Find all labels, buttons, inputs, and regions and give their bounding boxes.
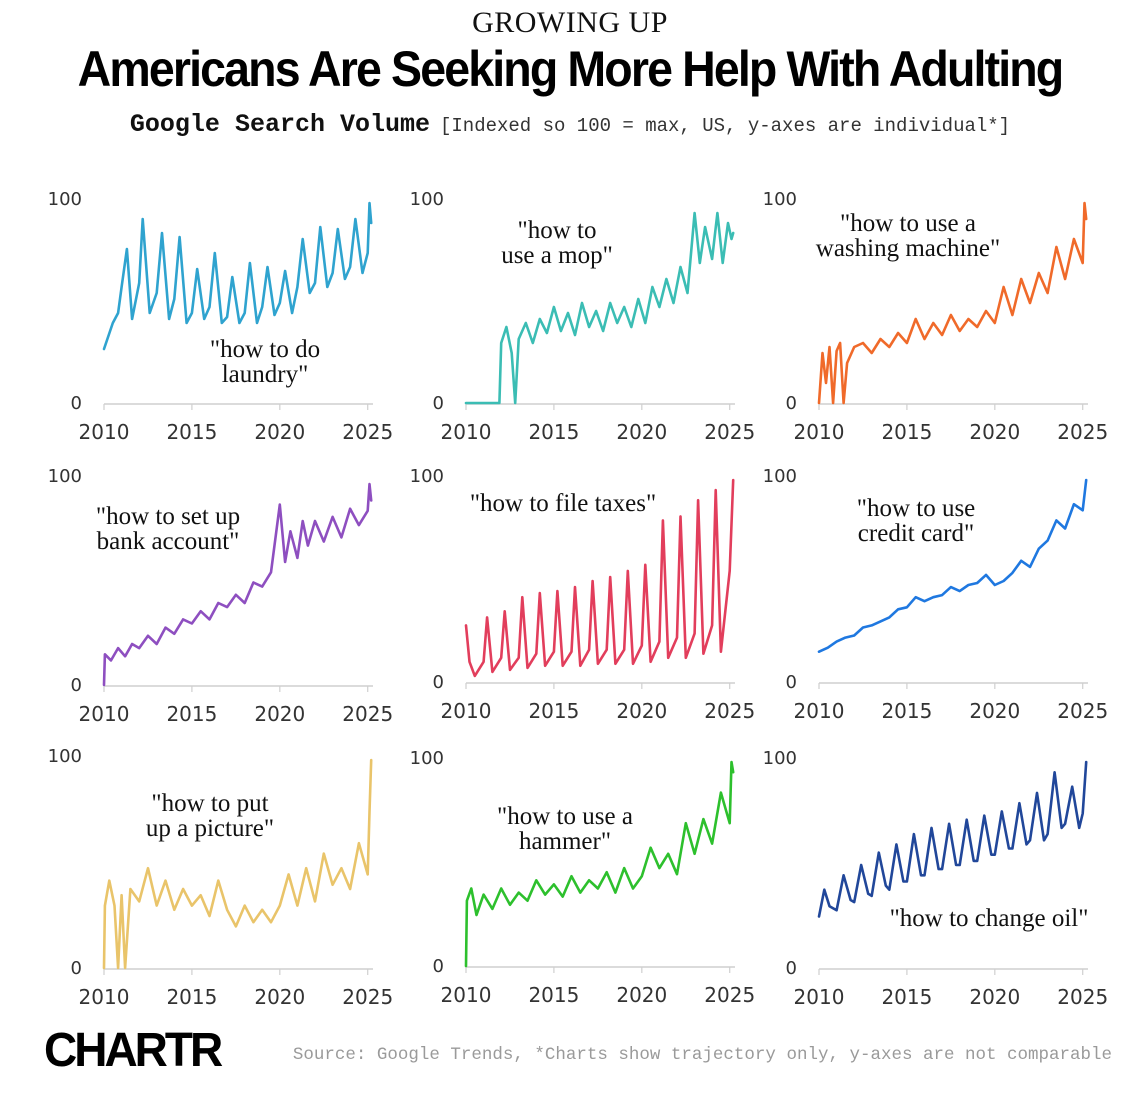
x-tick-label: 2020 — [969, 420, 1020, 444]
subtitle-note: [Indexed so 100 = max, US, y-axes are in… — [439, 115, 1011, 137]
subtitle: Google Search Volume [Indexed so 100 = ma… — [0, 110, 1140, 139]
series-annotation: "how to use a — [840, 210, 976, 237]
x-tick-label: 2025 — [342, 985, 393, 1009]
series-line — [102, 758, 373, 970]
y-tick-label: 100 — [410, 466, 444, 487]
y-tick-label: 0 — [71, 958, 82, 979]
series-line — [464, 478, 735, 678]
x-tick-label: 2020 — [969, 699, 1020, 723]
series-annotation: "how to use — [857, 495, 976, 522]
x-tick-label: 2025 — [704, 983, 755, 1007]
y-tick-label: 100 — [410, 748, 444, 769]
x-tick-label: 2010 — [79, 985, 130, 1009]
x-tick-label: 2025 — [1057, 699, 1108, 723]
y-tick-label: 0 — [71, 393, 82, 414]
chart-panel-3: 2010 2015 2020 2025 0 100 "how to use awashing… — [763, 189, 1109, 444]
x-tick-label: 2010 — [79, 420, 130, 444]
kicker: GROWING UP — [472, 6, 668, 39]
y-tick-label: 100 — [763, 748, 797, 769]
series-annotation: "how to use a — [497, 803, 633, 830]
series-line — [817, 478, 1088, 654]
chart-panel-9: 2010 2015 2020 2025 0 100 "how to change oil" — [763, 748, 1109, 1009]
series-annotation: "how to file taxes" — [470, 490, 656, 517]
x-tick-label: 2010 — [794, 699, 845, 723]
x-tick-label: 2015 — [166, 985, 217, 1009]
y-tick-label: 0 — [433, 672, 444, 693]
x-tick-label: 2010 — [441, 983, 492, 1007]
subtitle-main: Google Search Volume — [129, 110, 430, 139]
y-tick-label: 100 — [48, 466, 82, 487]
series-line — [817, 760, 1088, 918]
series-annotation: "how to — [518, 217, 597, 244]
x-tick-label: 2025 — [704, 420, 755, 444]
x-tick-label: 2020 — [616, 420, 667, 444]
x-tick-label: 2020 — [616, 983, 667, 1007]
series-annotation: "how to change oil" — [890, 905, 1089, 932]
x-tick-label: 2020 — [969, 985, 1020, 1009]
series-annotation: bank account" — [97, 528, 240, 555]
series-line — [102, 201, 373, 351]
y-tick-label: 100 — [763, 189, 797, 210]
series-annotation: "how to do — [210, 336, 320, 363]
y-tick-label: 0 — [786, 393, 797, 414]
x-tick-label: 2010 — [79, 702, 130, 726]
y-tick-label: 0 — [71, 675, 82, 696]
x-tick-label: 2015 — [166, 702, 217, 726]
x-tick-label: 2020 — [254, 985, 305, 1009]
x-tick-label: 2010 — [441, 699, 492, 723]
x-tick-label: 2020 — [254, 420, 305, 444]
series-annotation: credit card" — [858, 520, 974, 547]
y-tick-label: 0 — [786, 672, 797, 693]
headline: Americans Are Seeking More Help With Adu… — [77, 41, 1065, 97]
source-note: Source: Google Trends, *Charts show traj… — [292, 1045, 1112, 1065]
x-tick-label: 2025 — [342, 420, 393, 444]
x-tick-label: 2025 — [1057, 985, 1108, 1009]
x-tick-label: 2020 — [616, 699, 667, 723]
series-line — [102, 482, 373, 687]
y-tick-label: 0 — [433, 393, 444, 414]
x-tick-label: 2025 — [704, 699, 755, 723]
x-tick-label: 2015 — [881, 420, 932, 444]
x-tick-label: 2015 — [528, 983, 579, 1007]
series-line — [817, 201, 1088, 405]
y-tick-label: 100 — [48, 189, 82, 210]
series-annotation: hammer" — [519, 828, 611, 855]
x-tick-label: 2015 — [881, 985, 932, 1009]
x-tick-label: 2015 — [528, 699, 579, 723]
y-tick-label: 0 — [786, 958, 797, 979]
chart-panel-5: 2010 2015 2020 2025 0 100 "how to file taxes" — [410, 466, 756, 723]
series-annotation: "how to put — [151, 790, 268, 817]
x-tick-label: 2015 — [166, 420, 217, 444]
x-tick-label: 2025 — [342, 702, 393, 726]
series-annotation: use a mop" — [501, 242, 613, 269]
x-tick-label: 2010 — [441, 420, 492, 444]
y-tick-label: 100 — [763, 466, 797, 487]
series-annotation: "how to set up — [96, 503, 240, 530]
series-annotation: up a picture" — [146, 815, 274, 842]
series-line — [464, 760, 735, 968]
series-annotation: laundry" — [222, 361, 309, 388]
y-tick-label: 100 — [410, 189, 444, 210]
series-line — [464, 211, 735, 405]
x-tick-label: 2010 — [794, 420, 845, 444]
x-tick-label: 2025 — [1057, 420, 1108, 444]
x-tick-label: 2020 — [254, 702, 305, 726]
y-tick-label: 100 — [48, 746, 82, 767]
x-tick-label: 2015 — [528, 420, 579, 444]
series-annotation: washing machine" — [816, 235, 1000, 262]
x-tick-label: 2010 — [794, 985, 845, 1009]
x-tick-label: 2015 — [881, 699, 932, 723]
y-tick-label: 0 — [433, 956, 444, 977]
chartr-logo: CHARTR — [44, 1021, 223, 1077]
